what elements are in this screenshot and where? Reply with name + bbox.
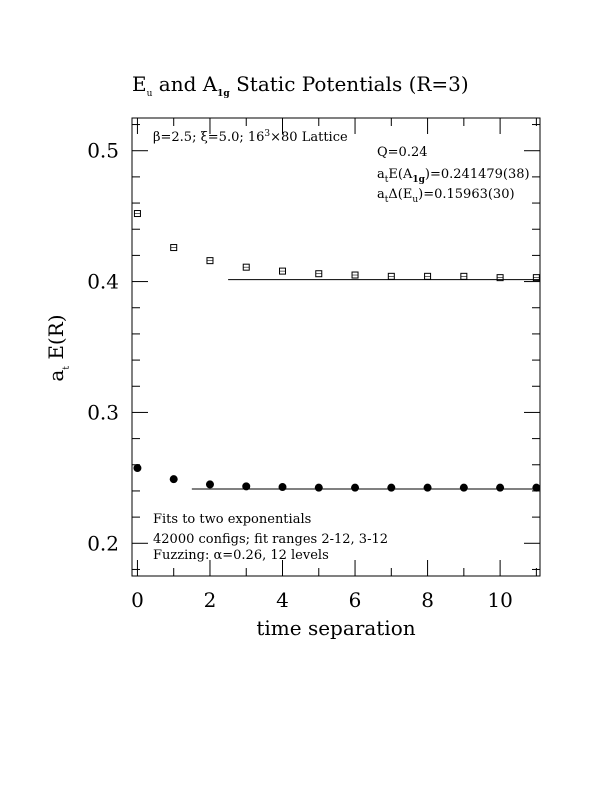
- y-tick-label: 0.2: [87, 531, 119, 555]
- data-point-circle: [496, 483, 505, 492]
- x-tick-label: 4: [276, 588, 289, 612]
- data-point-circle: [351, 483, 360, 492]
- plot-frame: [131, 117, 541, 577]
- data-point-circle: [133, 464, 142, 473]
- fuzzing-annotation: Fuzzing: α=0.26, 12 levels: [153, 548, 329, 563]
- data-point-circle: [532, 483, 541, 492]
- lattice-annotation: β=2.5; ξ=5.0; 163×80 Lattice: [153, 129, 348, 145]
- data-point-circle: [169, 475, 178, 484]
- x-tick-label: 6: [349, 588, 362, 612]
- data-point-circle: [278, 483, 287, 492]
- data-point-circle: [423, 483, 432, 492]
- data-point-circle: [314, 483, 323, 492]
- tick-labels: 0 2 4 6 8 10 0.2 0.3 0.4 0.5: [87, 139, 513, 612]
- y-tick-label: 0.5: [87, 139, 119, 163]
- data-point-circle: [205, 480, 214, 489]
- x-tick-label: 2: [204, 588, 217, 612]
- data-points: [133, 210, 541, 492]
- x-tick-label: 8: [421, 588, 434, 612]
- q-annotation: Q=0.24: [377, 145, 428, 160]
- data-point-circle: [459, 483, 468, 492]
- fits-annotation: Fits to two exponentials: [153, 512, 311, 527]
- data-point-circle: [242, 482, 251, 491]
- data-point-circle: [387, 483, 396, 492]
- y-tick-label: 0.4: [87, 270, 119, 294]
- axis-ticks: [132, 118, 540, 576]
- chart-title: Eu and A1g Static Potentials (R=3): [132, 72, 469, 99]
- configs-annotation: 42000 configs; fit ranges 2-12, 3-12: [153, 532, 388, 547]
- x-axis-title: time separation: [256, 616, 415, 640]
- energy-a1g-annotation: atE(A1g)=0.241479(38): [377, 167, 530, 185]
- x-tick-label: 0: [131, 588, 144, 612]
- fit-lines: [191, 279, 540, 490]
- y-axis-title: at E(R): [44, 314, 72, 381]
- y-tick-label: 0.3: [87, 400, 119, 424]
- delta-eu-annotation: atΔ(Eu)=0.15963(30): [377, 187, 515, 205]
- x-tick-label: 10: [487, 588, 512, 612]
